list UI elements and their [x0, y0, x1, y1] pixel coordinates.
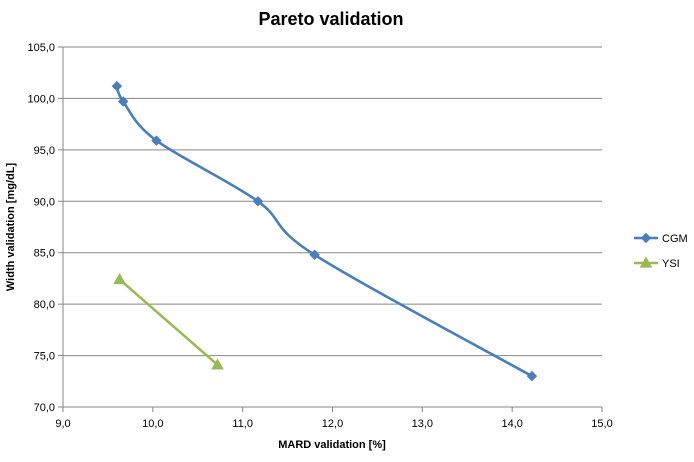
cgm-legend-marker: [640, 232, 652, 244]
x-tick-label: 15,0: [591, 418, 612, 430]
x-tick-label: 12,0: [322, 418, 343, 430]
x-tick-label: 11,0: [232, 418, 253, 430]
cgm-data-point: [309, 249, 320, 260]
cgm-legend-label: CGM: [662, 233, 688, 245]
x-axis-label: MARD validation [%]: [278, 439, 386, 451]
x-tick-labels: 9,0 10,0 11,0 12,0 13,0 14,0 15,0: [55, 418, 612, 430]
y-axis-label: Width validation [mg/dL]: [5, 163, 17, 292]
y-tick-label: 100,0: [27, 93, 55, 105]
y-tick-label: 105,0: [27, 42, 55, 54]
cgm-data-point: [151, 135, 162, 146]
x-tick-label: 9,0: [55, 418, 70, 430]
x-tick-label: 13,0: [412, 418, 433, 430]
legend: CGM YSI: [634, 232, 688, 270]
axes: [58, 46, 603, 412]
chart-title: Pareto validation: [258, 9, 403, 29]
y-tick-label: 90,0: [34, 196, 55, 208]
y-tick-label: 85,0: [34, 248, 55, 260]
ysi-series-line: [118, 278, 219, 367]
cgm-data-point: [252, 196, 264, 207]
x-tick-label: 14,0: [501, 418, 522, 430]
cgm-data-point: [526, 370, 538, 382]
cgm-data-point: [117, 96, 129, 107]
x-tick-label: 10,0: [142, 418, 163, 430]
ysi-legend-label: YSI: [662, 258, 680, 270]
series: [111, 80, 538, 382]
y-tick-label: 95,0: [34, 145, 55, 157]
y-tick-label: 80,0: [34, 299, 55, 311]
y-tick-label: 75,0: [34, 351, 55, 363]
gridlines: [63, 46, 602, 357]
ysi-data-point: [211, 358, 224, 370]
ysi-data-point: [113, 272, 126, 285]
y-tick-labels: 70,0 75,0 80,0 85,0 90,0 95,0 100,0 105,0: [27, 42, 55, 414]
cgm-data-point: [111, 80, 123, 92]
y-tick-label: 70,0: [34, 402, 55, 414]
ysi-legend-marker: [639, 256, 653, 268]
